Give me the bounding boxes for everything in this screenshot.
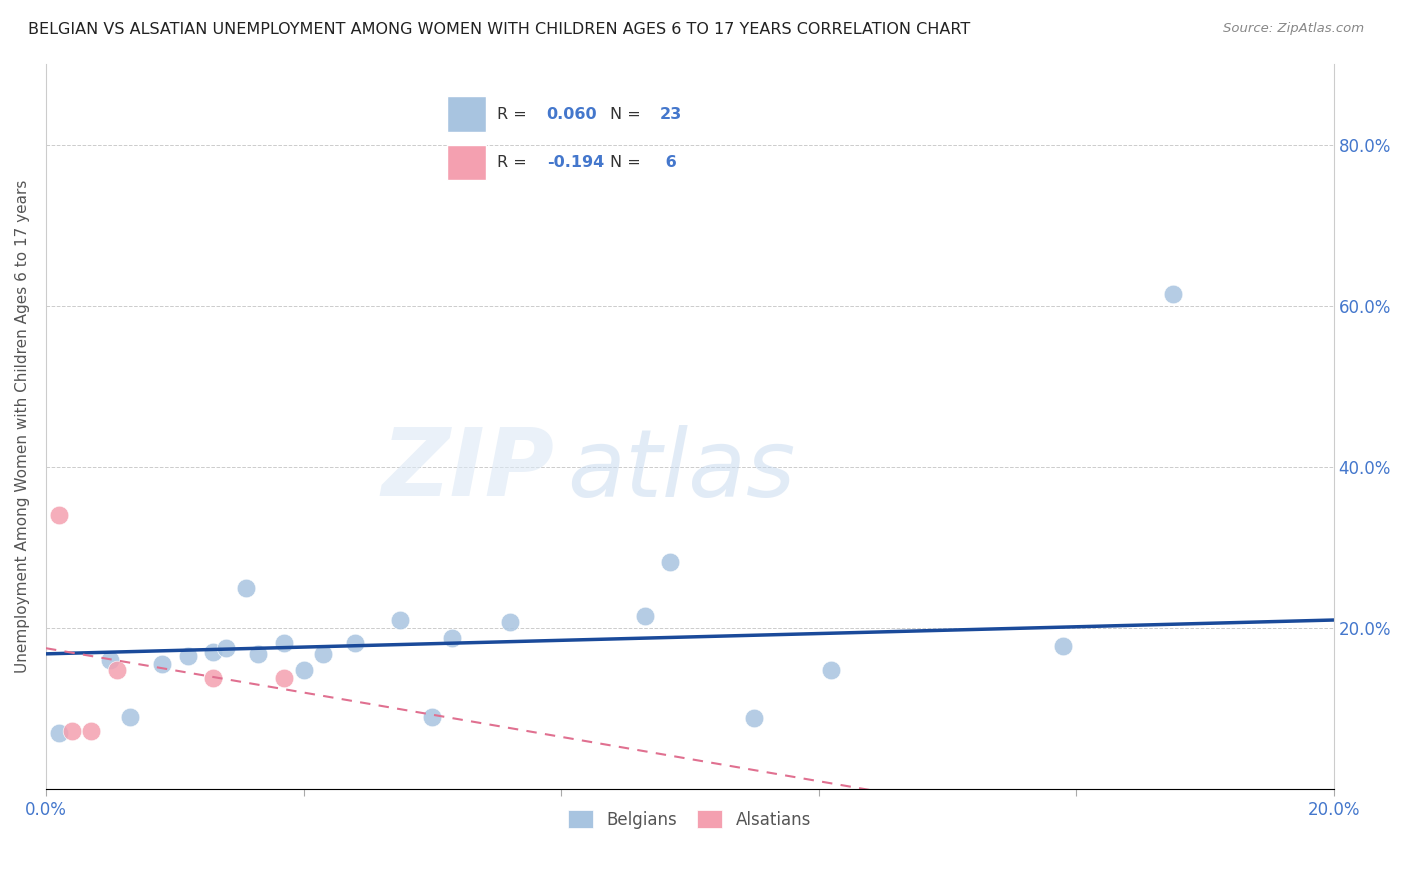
Text: atlas: atlas — [568, 425, 796, 516]
Point — [202, 645, 225, 659]
Point — [420, 709, 443, 723]
Point — [742, 711, 765, 725]
Point — [60, 724, 83, 739]
Y-axis label: Unemployment Among Women with Children Ages 6 to 17 years: Unemployment Among Women with Children A… — [15, 180, 30, 673]
Point — [389, 613, 412, 627]
Point — [440, 631, 463, 645]
Text: Source: ZipAtlas.com: Source: ZipAtlas.com — [1223, 22, 1364, 36]
Point — [343, 635, 366, 649]
Point — [247, 647, 270, 661]
Point — [80, 724, 103, 739]
Point — [659, 555, 682, 569]
Legend: Belgians, Alsatians: Belgians, Alsatians — [562, 804, 818, 835]
Point — [235, 581, 257, 595]
Point — [98, 653, 121, 667]
Point — [1052, 639, 1074, 653]
Point — [312, 647, 335, 661]
Point — [202, 671, 225, 685]
Point — [273, 635, 295, 649]
Text: BELGIAN VS ALSATIAN UNEMPLOYMENT AMONG WOMEN WITH CHILDREN AGES 6 TO 17 YEARS CO: BELGIAN VS ALSATIAN UNEMPLOYMENT AMONG W… — [28, 22, 970, 37]
Text: ZIP: ZIP — [381, 425, 554, 516]
Point — [820, 663, 842, 677]
Point — [150, 657, 173, 672]
Point — [105, 663, 128, 677]
Point — [634, 609, 657, 624]
Point — [48, 508, 70, 523]
Point — [215, 641, 238, 656]
Point — [48, 726, 70, 740]
Point — [118, 709, 141, 723]
Point — [292, 663, 315, 677]
Point — [498, 615, 520, 629]
Point — [1161, 286, 1184, 301]
Point — [273, 671, 295, 685]
Point — [176, 649, 198, 664]
